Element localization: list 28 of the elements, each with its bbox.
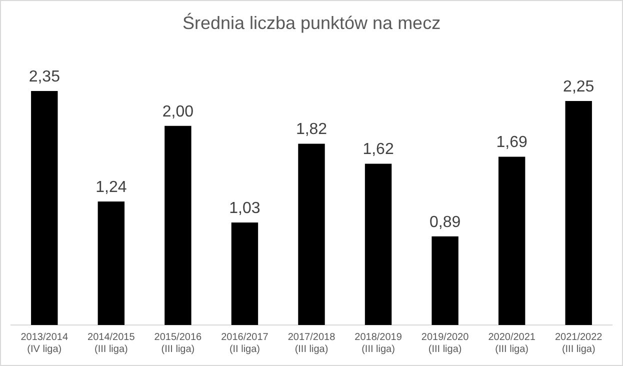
- bar: [164, 126, 192, 325]
- data-label: 2,35: [28, 68, 60, 86]
- x-tick-label: 2017/2018 (III liga): [288, 332, 336, 355]
- x-tick-label: 2015/2016 (III liga): [154, 332, 202, 355]
- data-label: 2,25: [563, 78, 594, 96]
- data-label: 1,82: [296, 121, 328, 138]
- x-tick-label: 2020/2021 (III liga): [488, 332, 536, 355]
- data-label: 0,89: [429, 214, 461, 231]
- bar: [565, 100, 592, 325]
- bar: [498, 156, 526, 325]
- data-label: 1,03: [229, 200, 260, 217]
- x-tick-label: 2016/2017 (II liga): [221, 332, 269, 355]
- bar: [31, 91, 58, 325]
- data-label: 1,69: [496, 134, 528, 152]
- chart-title: Średnia liczba punktów na mecz: [182, 12, 441, 33]
- bar: [364, 164, 392, 325]
- bar: [98, 202, 125, 325]
- bar: [231, 222, 258, 325]
- data-label: 2,00: [162, 103, 194, 120]
- data-label: 1,62: [362, 141, 394, 158]
- x-tick-label: 2019/2020 (III liga): [421, 332, 470, 355]
- bar: [298, 144, 325, 325]
- x-tick-label: 2018/2019 (III liga): [354, 332, 402, 355]
- x-tick-label: 2014/2015 (III liga): [88, 332, 136, 355]
- data-label: 1,24: [96, 178, 127, 196]
- x-tick-label: 2013/2014 (IV liga): [20, 332, 68, 355]
- bar: [432, 236, 458, 325]
- x-tick-label: 2021/2022 (III liga): [554, 332, 603, 355]
